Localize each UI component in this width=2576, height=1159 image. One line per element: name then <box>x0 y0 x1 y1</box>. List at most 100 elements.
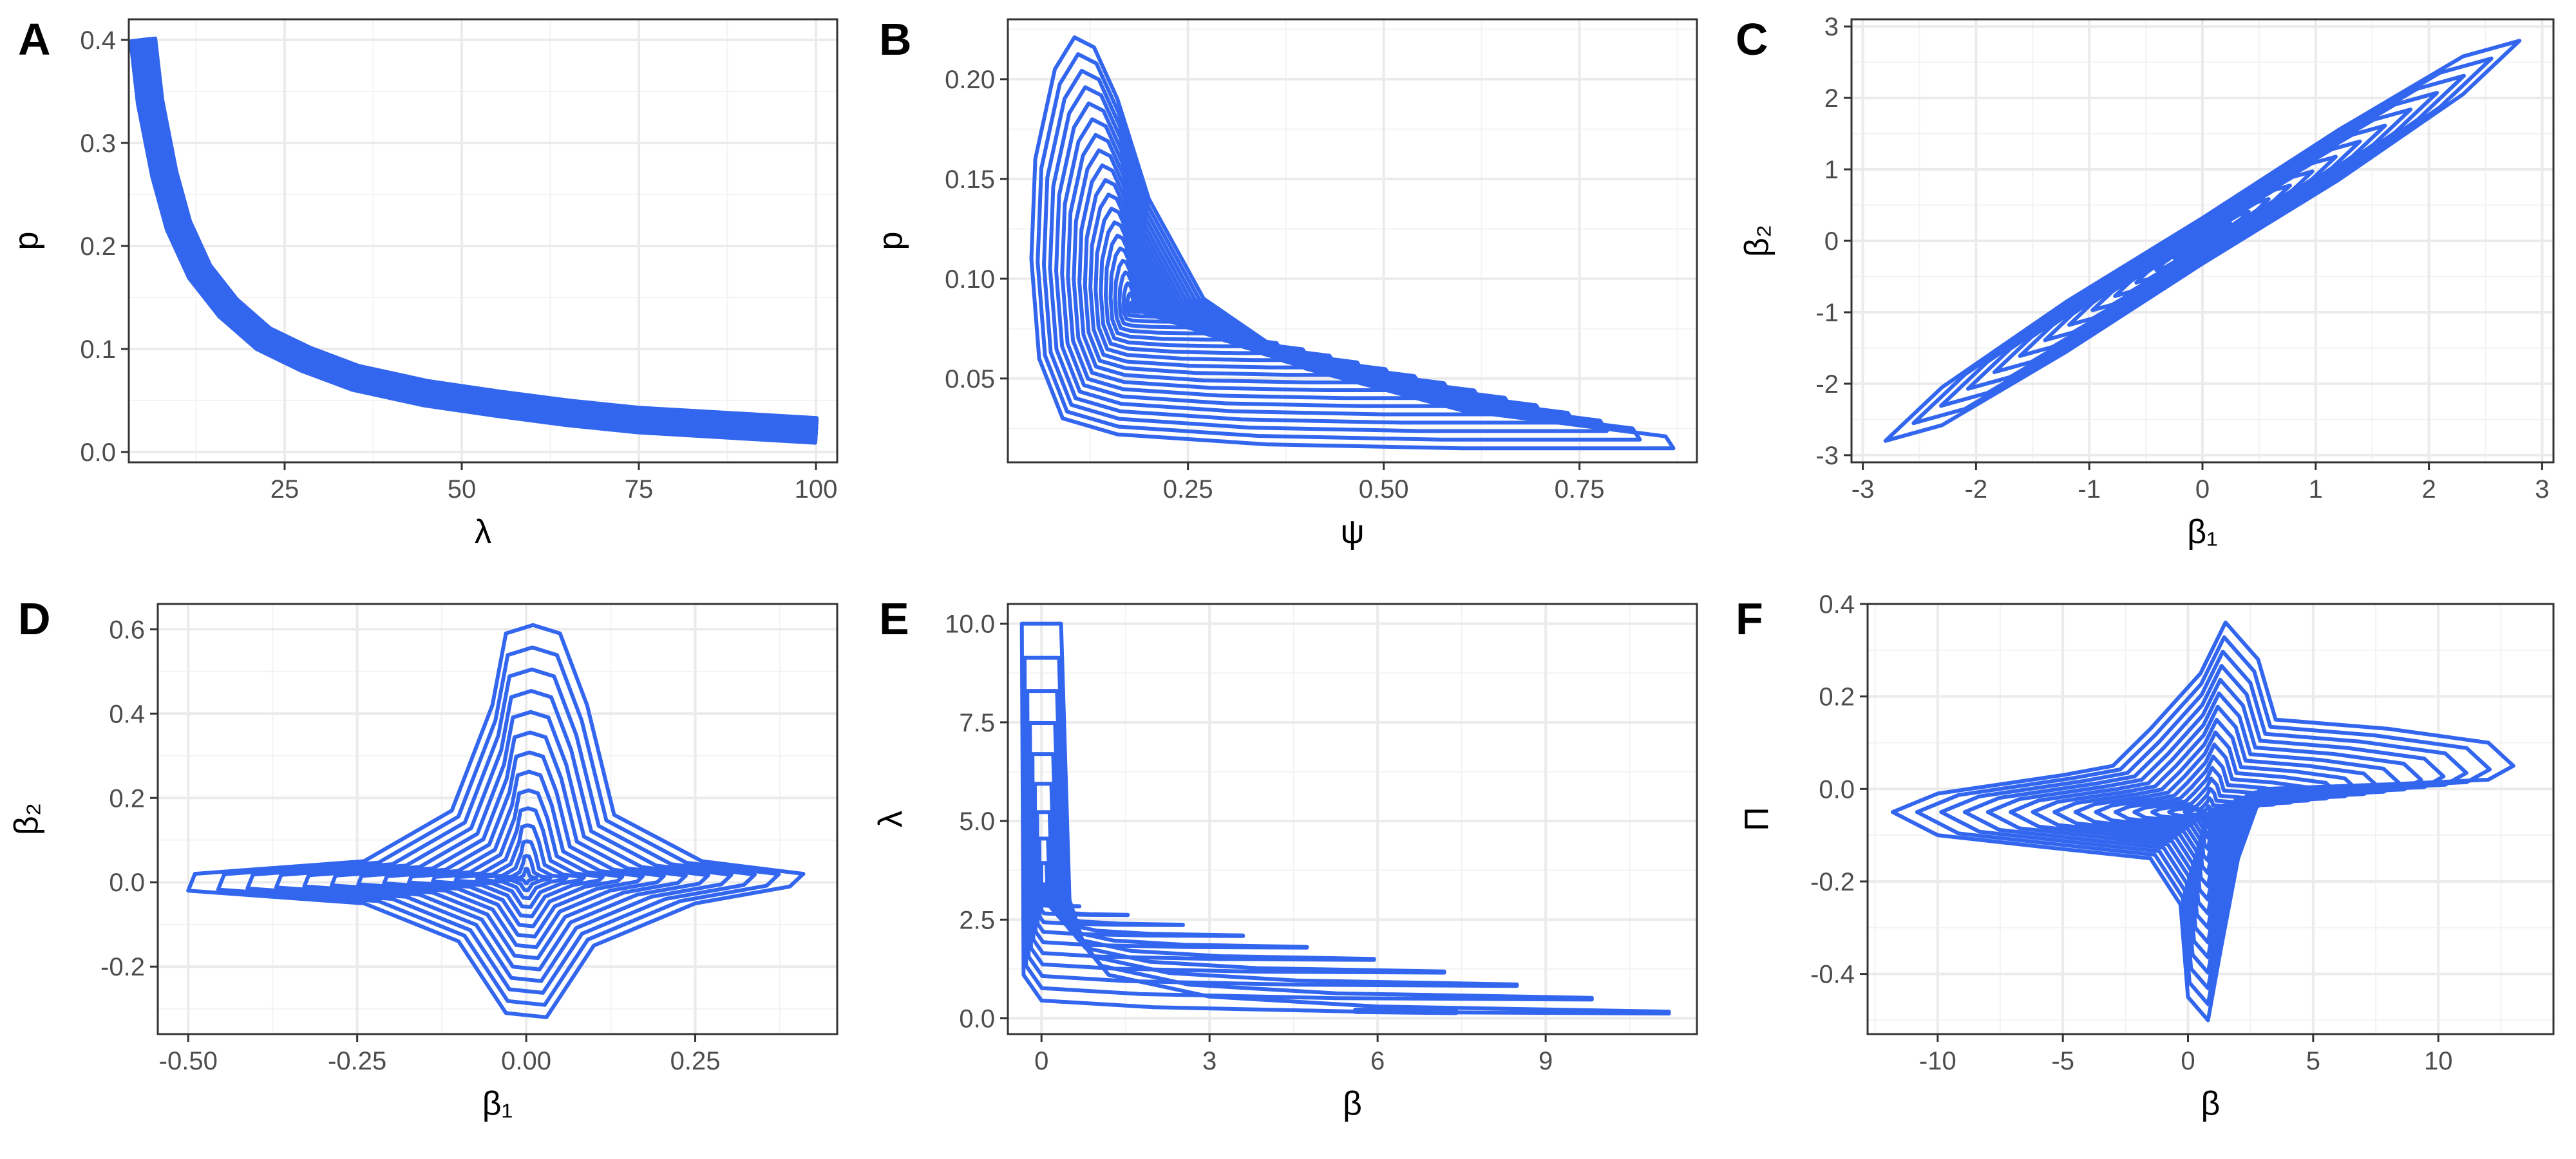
contour-line <box>1108 246 1255 342</box>
contour-line <box>431 806 605 919</box>
panel-tag: B <box>879 14 912 64</box>
x-axis-title: β₁ <box>482 1085 513 1122</box>
contour-line <box>186 623 806 1019</box>
contour-line <box>1113 258 1231 335</box>
contour-line <box>302 710 710 972</box>
y-tick-label: 5.0 <box>959 807 995 836</box>
contour-line <box>1066 133 1481 400</box>
y-tick-label: -0.2 <box>1810 868 1855 896</box>
contour-line <box>2031 704 2380 930</box>
contour-line <box>1939 73 2466 408</box>
contour-line <box>245 667 757 995</box>
contour-line <box>407 788 625 928</box>
y-axis-title: β₂ <box>1738 225 1776 257</box>
contour-line <box>1915 635 2492 1006</box>
contour-line <box>1029 35 1676 451</box>
contour-line <box>2009 691 2401 945</box>
y-axis-title: λ <box>872 811 909 827</box>
y-tick-label: 0.3 <box>80 129 116 158</box>
x-tick-label: 10 <box>2424 1047 2453 1075</box>
y-tick-label: -0.4 <box>1810 961 1855 989</box>
contour-line <box>1992 108 2413 374</box>
y-axis-title: β₂ <box>8 803 45 835</box>
plot-frame <box>1007 603 1698 1035</box>
x-tick-label: 50 <box>448 475 477 504</box>
plot-frame <box>1866 603 2555 1035</box>
x-tick-label: 6 <box>1370 1047 1385 1075</box>
y-tick-label: 0.10 <box>945 265 995 294</box>
contour-line <box>1048 85 1577 425</box>
y-tick-label: 0.4 <box>1819 590 1855 619</box>
y-tick-label: 0.20 <box>945 66 995 94</box>
y-tick-label: 0.0 <box>959 1004 995 1033</box>
y-tick-label: 0.05 <box>945 365 995 393</box>
contour-line <box>1083 178 1391 377</box>
contour-group <box>1019 621 1671 1016</box>
x-tick-label: -1 <box>2078 475 2101 504</box>
contour-group <box>186 623 806 1019</box>
panel-F: -10 -5 0 5 10 -0.4 -0.2 0.0 0.2 0.4 β Π F <box>1736 590 2555 1122</box>
x-tick-label: 0.00 <box>501 1047 551 1075</box>
contour-line <box>1883 39 2522 443</box>
y-axis-title: p <box>8 232 45 250</box>
contour-group <box>1029 35 1676 451</box>
contour-group <box>1890 620 2515 1022</box>
x-tick-label: 3 <box>2535 475 2549 504</box>
contour-line <box>2018 124 2387 358</box>
contour-line <box>495 854 553 892</box>
contour-line <box>1030 752 1376 962</box>
panel-tag: D <box>18 594 51 644</box>
y-tick-label: -3 <box>1815 442 1839 470</box>
x-axis-title: β₁ <box>2187 513 2217 551</box>
y-tick-label: 7.5 <box>959 709 995 737</box>
contour-line <box>2196 804 2220 821</box>
panel-D: -0.50 -0.25 0.00 0.25 -0.2 0.0 0.2 0.4 0.6 β₁ β₂ D <box>8 594 838 1122</box>
contour-line <box>1099 220 1307 355</box>
y-tick-label: 3 <box>1824 13 1839 41</box>
y-tick-label: 0.15 <box>945 165 995 194</box>
contour-line <box>356 750 666 950</box>
contour-group <box>1883 39 2522 443</box>
plot-frame <box>128 18 838 464</box>
y-tick-label: 0.4 <box>80 26 116 55</box>
y-tick-label: -0.2 <box>100 953 145 981</box>
x-tick-label: 0.25 <box>1163 475 1213 504</box>
y-tick-label: 0.2 <box>1819 683 1855 711</box>
contour-line <box>1939 650 2468 990</box>
contour-line <box>1036 52 1642 442</box>
contour-line <box>2132 766 2282 863</box>
y-axis-title: Π <box>1738 807 1776 831</box>
contour-line <box>2150 777 2264 851</box>
y-tick-label: 0.0 <box>80 438 116 467</box>
x-tick-label: 0 <box>2195 475 2210 504</box>
contour-line <box>1962 664 2446 975</box>
x-tick-label: 25 <box>270 475 299 504</box>
y-tick-label: 0.2 <box>80 232 116 261</box>
panel-tag: C <box>1736 14 1768 64</box>
y-tick-label: 0.2 <box>109 784 145 813</box>
x-tick-label: -5 <box>2051 1047 2074 1075</box>
contour-line <box>2073 730 2338 902</box>
plot-frame <box>1007 18 1698 464</box>
x-tick-label: 0.25 <box>670 1047 721 1075</box>
contour-group <box>129 36 819 445</box>
x-axis-title: β <box>1343 1085 1362 1122</box>
y-tick-label: 0.1 <box>80 335 116 364</box>
contour-line <box>2167 786 2248 840</box>
x-tick-label: -0.50 <box>159 1047 218 1075</box>
contour-line <box>1911 56 2494 426</box>
panel-tag: F <box>1736 594 1763 644</box>
x-tick-label: 2 <box>2421 475 2436 504</box>
x-tick-label: 1 <box>2309 475 2323 504</box>
panel-E: 0 3 6 9 0.0 2.5 5.0 7.5 10.0 β λ E <box>872 594 1698 1122</box>
plot-frame <box>156 603 838 1035</box>
contour-line <box>1128 300 1148 314</box>
y-tick-label: 0.4 <box>109 700 145 728</box>
contour-line <box>382 769 645 939</box>
panel-A: 25 50 75 100 0.0 0.1 0.2 0.3 0.4 λ p A <box>8 14 838 551</box>
contour-line <box>1965 91 2439 391</box>
contour-line <box>1041 882 1082 909</box>
contour-line <box>1037 836 1185 927</box>
contour-line <box>475 839 569 901</box>
